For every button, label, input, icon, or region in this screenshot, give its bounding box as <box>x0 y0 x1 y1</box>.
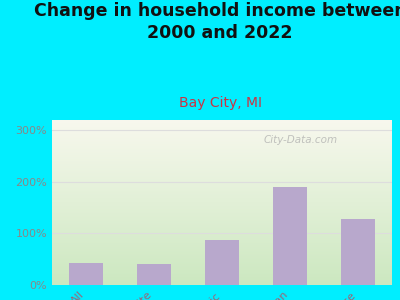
Text: Bay City, MI: Bay City, MI <box>178 95 262 110</box>
Bar <box>69 263 103 285</box>
Bar <box>341 219 375 285</box>
Bar <box>205 240 239 285</box>
Bar <box>273 187 307 285</box>
Text: Change in household income between
2000 and 2022: Change in household income between 2000 … <box>34 2 400 42</box>
Text: City-Data.com: City-Data.com <box>263 135 337 145</box>
Bar <box>137 264 171 285</box>
